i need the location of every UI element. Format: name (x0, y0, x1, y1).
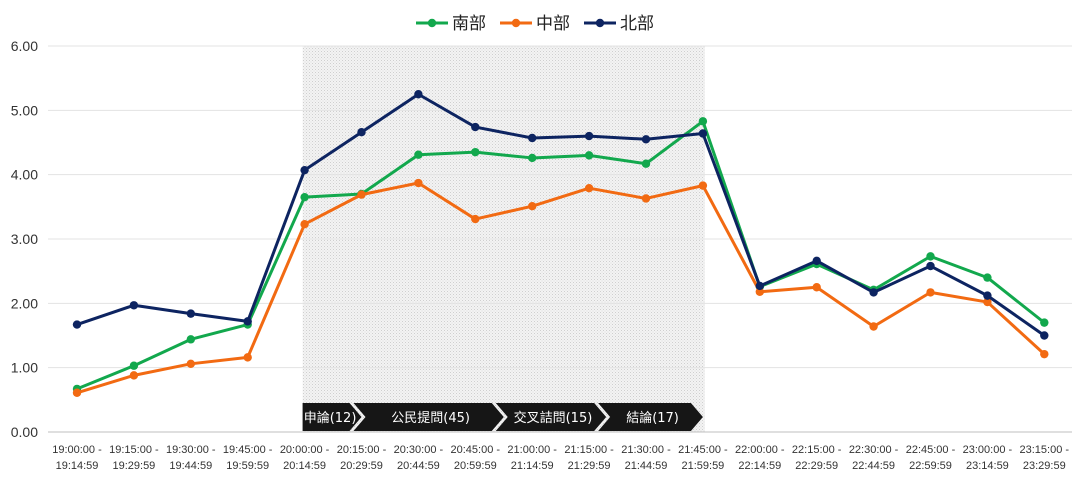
data-point (926, 252, 935, 261)
data-point (243, 317, 252, 326)
x-tick-label: 23:15:00 -23:29:59 (1020, 444, 1070, 472)
data-point (1040, 349, 1049, 359)
data-point (186, 309, 195, 318)
y-tick-label: 0.00 (11, 424, 38, 440)
x-tick-label: 21:30:00 -21:44:59 (621, 444, 671, 472)
data-point (926, 288, 935, 297)
y-tick-label: 1.00 (11, 360, 38, 376)
phase-chevron (495, 403, 607, 431)
phase-label: 申論(12) (304, 410, 357, 426)
data-point (357, 128, 366, 137)
x-tick-label: 23:00:00 -23:14:59 (963, 444, 1013, 472)
data-point (698, 129, 708, 138)
series-line (76, 181, 1046, 395)
legend-swatch-point (427, 18, 437, 28)
y-tick-label: 2.00 (11, 295, 38, 311)
data-point (983, 273, 992, 282)
x-tick-label: 22:30:00 -22:44:59 (849, 444, 899, 472)
y-tick-label: 5.00 (11, 102, 38, 118)
data-point (243, 353, 252, 362)
x-tick-label: 20:30:00 -20:44:59 (394, 444, 444, 472)
x-tick-label: 21:45:00 -21:59:59 (678, 444, 728, 472)
data-point (755, 287, 764, 296)
data-point (641, 135, 651, 144)
data-point (869, 288, 878, 297)
data-point (129, 301, 139, 310)
legend-swatch-point (511, 18, 521, 28)
data-point (186, 335, 195, 344)
data-point (414, 178, 423, 188)
data-point (528, 201, 537, 211)
data-point (471, 147, 480, 157)
x-tick-label: 22:45:00 -22:59:59 (906, 444, 956, 472)
phase-chevron (302, 403, 362, 431)
x-tick-label: 22:00:00 -22:14:59 (735, 444, 785, 472)
data-point (72, 388, 82, 397)
x-tick-label: 20:45:00 -20:59:59 (451, 444, 501, 472)
y-tick-label: 4.00 (11, 167, 38, 183)
data-point (300, 220, 309, 229)
legend-label: 中部 (536, 14, 570, 34)
data-point (1040, 331, 1049, 340)
data-point (471, 122, 480, 132)
data-point (698, 181, 708, 190)
data-point (414, 90, 423, 99)
x-tick-label: 19:45:00 -19:59:59 (223, 444, 273, 472)
x-tick-label: 20:15:00 -20:29:59 (337, 444, 387, 472)
phase-chevron (353, 403, 504, 431)
x-tick-label: 22:15:00 -22:29:59 (792, 444, 842, 472)
data-point (1040, 318, 1049, 327)
series-line (76, 92, 1046, 337)
data-point (528, 153, 537, 163)
data-point (983, 297, 992, 307)
data-point (357, 190, 366, 199)
data-point (812, 256, 821, 266)
data-point (584, 131, 594, 141)
phase-label: 交叉詰問(15) (514, 410, 593, 426)
x-tick-label: 21:15:00 -21:29:59 (564, 444, 614, 472)
data-point (641, 194, 651, 203)
data-point (812, 283, 821, 292)
phase-label: 結論(17) (626, 410, 679, 426)
phase-label: 公民提問(45) (391, 410, 470, 426)
data-point (186, 359, 195, 369)
series-line (76, 119, 1046, 391)
y-tick-label: 3.00 (11, 231, 38, 247)
data-point (414, 150, 423, 159)
data-point (926, 261, 935, 271)
data-point (471, 214, 480, 224)
data-point (869, 322, 878, 331)
data-point (129, 371, 139, 380)
x-tick-label: 19:00:00 -19:14:59 (52, 444, 102, 472)
data-point (300, 192, 309, 202)
legend-swatch-point (595, 18, 605, 28)
data-point (584, 151, 594, 160)
x-tick-label: 21:00:00 -21:14:59 (507, 444, 557, 472)
x-tick-label: 20:00:00 -20:14:59 (280, 444, 330, 472)
y-tick-label: 6.00 (11, 38, 38, 54)
legend-label: 南部 (452, 14, 486, 34)
data-point (755, 281, 764, 291)
legend-label: 北部 (620, 14, 654, 34)
data-point (698, 117, 708, 126)
data-point (983, 291, 992, 300)
data-point (129, 361, 139, 370)
x-tick-label: 19:30:00 -19:44:59 (166, 444, 216, 472)
x-tick-label: 19:15:00 -19:29:59 (109, 444, 159, 472)
data-point (584, 183, 594, 193)
data-point (300, 165, 309, 175)
data-point (641, 159, 651, 168)
phase-chevron (598, 403, 703, 431)
data-point (72, 320, 82, 329)
data-point (528, 133, 537, 143)
